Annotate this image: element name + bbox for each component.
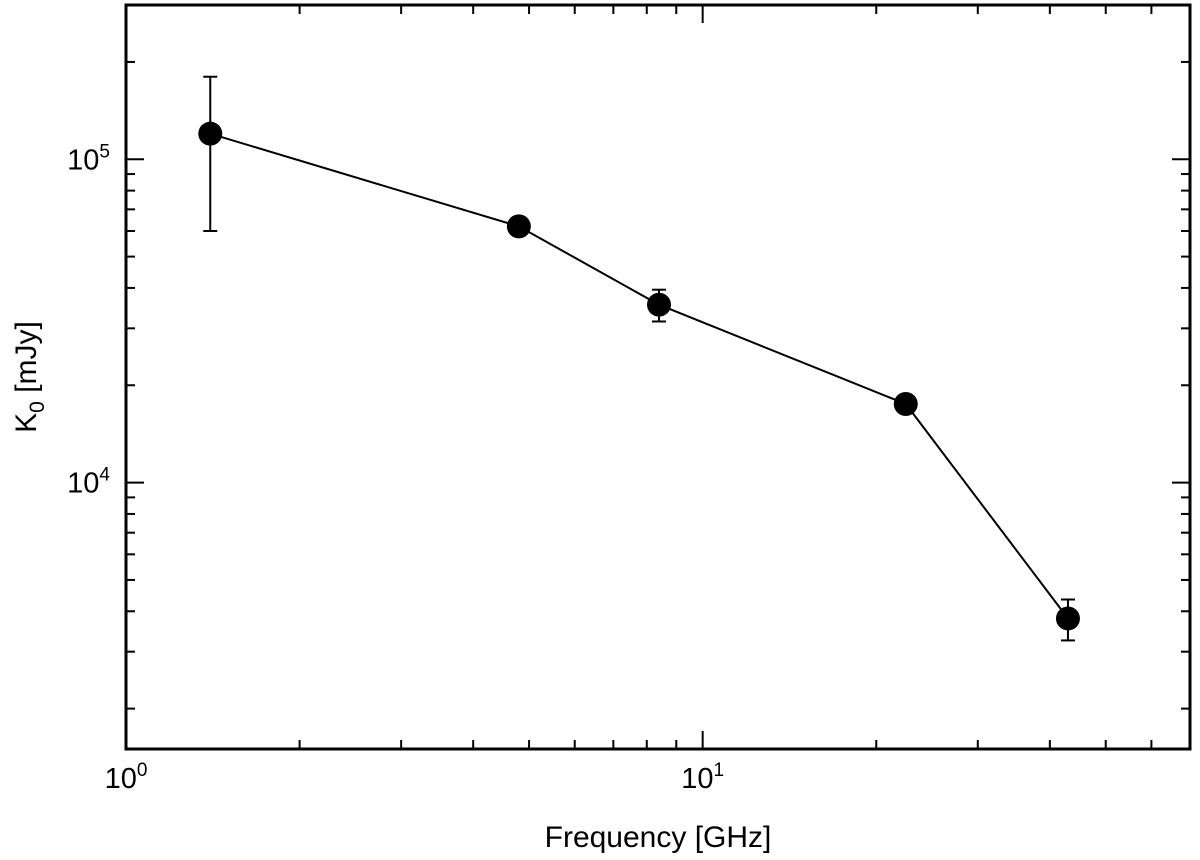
data-point <box>1055 606 1080 631</box>
error-bars <box>203 75 1075 642</box>
series-line <box>210 132 1069 620</box>
x-axis-label: Frequency [GHz] <box>545 821 772 854</box>
data-point <box>646 292 671 317</box>
x-tick-labels: 100 101 <box>105 760 725 795</box>
y-axis-label-unit: [mJy] <box>10 321 43 401</box>
x-tick-label: 101 <box>681 760 724 795</box>
y-axis-label: K0 [mJy] <box>10 321 49 433</box>
y-tick-labels: 104 105 <box>67 141 110 499</box>
data-point <box>198 121 223 146</box>
y-axis-label-symbol: K <box>10 413 43 433</box>
data-markers <box>198 121 1080 631</box>
major-ticks <box>125 5 1190 749</box>
x-tick-label: 100 <box>105 760 148 795</box>
y-tick-label: 105 <box>67 141 110 176</box>
y-axis-label-subscript: 0 <box>26 401 49 413</box>
data-point <box>893 392 918 417</box>
data-point <box>506 214 531 239</box>
minor-ticks <box>126 5 1190 749</box>
plot-frame <box>124 3 1192 751</box>
series-line-path <box>210 132 1069 620</box>
y-tick-label: 104 <box>67 465 110 500</box>
